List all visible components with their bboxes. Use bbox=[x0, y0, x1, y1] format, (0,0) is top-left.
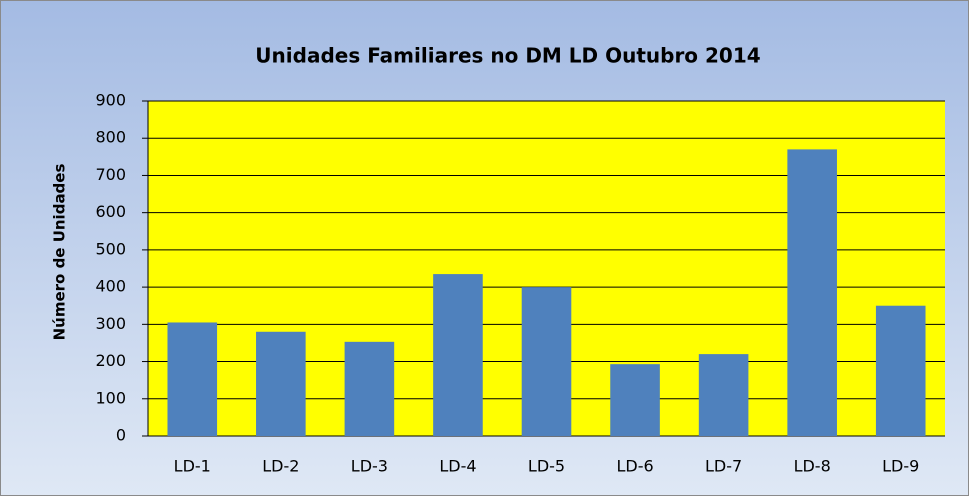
y-tick-label: 100 bbox=[95, 388, 126, 407]
x-tick-label: LD-7 bbox=[705, 457, 742, 476]
x-tick-label: LD-3 bbox=[351, 457, 388, 476]
bar bbox=[256, 331, 306, 436]
x-tick-label: LD-9 bbox=[882, 457, 919, 476]
y-tick-label: 900 bbox=[95, 91, 126, 110]
bar bbox=[521, 287, 572, 436]
x-tick-label: LD-6 bbox=[616, 457, 653, 476]
y-tick-label: 800 bbox=[95, 128, 126, 147]
x-tick-label: LD-2 bbox=[262, 457, 299, 476]
x-tick-label: LD-4 bbox=[439, 457, 476, 476]
y-tick-label: 600 bbox=[95, 202, 126, 221]
chart-title: Unidades Familiares no DM LD Outubro 201… bbox=[255, 44, 760, 68]
bar bbox=[433, 274, 483, 436]
y-axis-label: Número de Unidades bbox=[51, 164, 69, 341]
x-tick-label: LD-5 bbox=[528, 457, 565, 476]
y-tick-label: 400 bbox=[95, 277, 126, 296]
y-tick-label: 500 bbox=[95, 239, 126, 258]
y-tick-label: 200 bbox=[95, 351, 126, 370]
bar bbox=[787, 149, 837, 436]
bar bbox=[344, 341, 395, 436]
bar bbox=[698, 354, 749, 436]
x-tick-label: LD-1 bbox=[174, 457, 211, 476]
bar bbox=[875, 305, 926, 436]
x-tick-label: LD-8 bbox=[794, 457, 831, 476]
y-tick-label: 0 bbox=[116, 426, 126, 445]
y-tick-label: 700 bbox=[95, 165, 126, 184]
y-tick-label: 300 bbox=[95, 314, 126, 333]
bar bbox=[610, 364, 660, 436]
bar bbox=[167, 322, 218, 436]
